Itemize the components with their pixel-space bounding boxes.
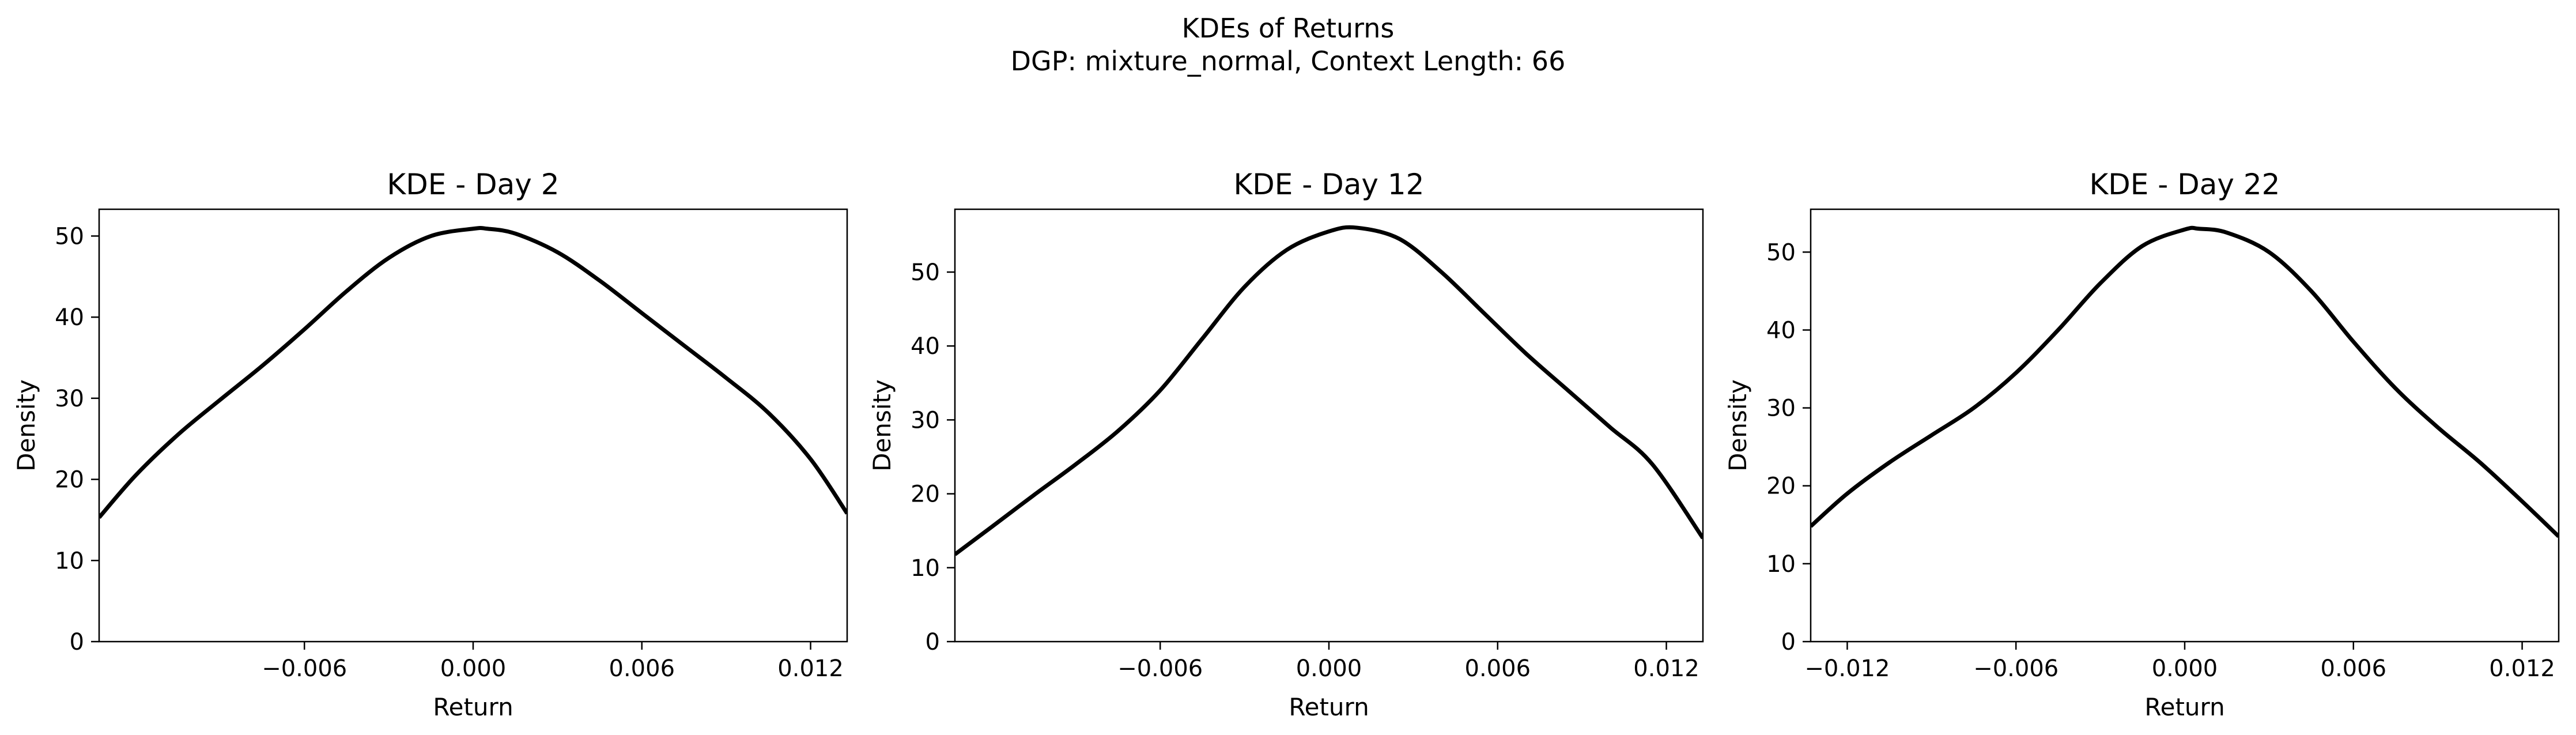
x-axis-label: Return <box>433 693 513 721</box>
x-tick-label: 0.006 <box>2321 655 2387 682</box>
y-tick-label: 10 <box>911 555 940 582</box>
subplot-title: KDE - Day 22 <box>2090 168 2280 201</box>
figure-title-line2: DGP: mixture_normal, Context Length: 66 <box>1011 46 1566 77</box>
subplot-day-12: −0.006 0.000 0.006 0.012 0 10 20 30 40 50 KDE - Da… <box>868 168 1704 721</box>
y-axis-label: Density <box>12 379 40 472</box>
x-tick-label: −0.012 <box>1804 655 1890 682</box>
x-axis-label: Return <box>2144 693 2224 721</box>
y-tick-label: 30 <box>55 386 84 412</box>
y-tick-label: 20 <box>55 467 84 493</box>
y-tick-label: 50 <box>911 259 940 286</box>
y-tick-label: 30 <box>1766 395 1796 422</box>
y-tick-label: 30 <box>911 407 940 434</box>
subplot-day-2: −0.006 0.000 0.006 0.012 0 10 20 30 40 50 KDE - Da… <box>12 168 848 721</box>
y-tick-label: 10 <box>1766 551 1796 578</box>
x-tick-label: 0.000 <box>1296 655 1362 682</box>
x-tick-label: 0.006 <box>1465 655 1531 682</box>
y-tick-label: 0 <box>1781 629 1796 655</box>
y-tick-label: 0 <box>926 629 940 655</box>
x-tick-label: −0.006 <box>262 655 347 682</box>
x-axis-label: Return <box>1289 693 1369 721</box>
y-tick-label: 20 <box>1766 473 1796 500</box>
x-tick-label: −0.006 <box>1117 655 1203 682</box>
x-tick-label: 0.000 <box>2152 655 2218 682</box>
y-axis-label: Density <box>868 379 896 472</box>
subplot-title: KDE - Day 12 <box>1234 168 1425 201</box>
kde-line-0 <box>99 225 847 519</box>
x-tick-label: −0.006 <box>1973 655 2058 682</box>
y-tick-label: 40 <box>911 333 940 360</box>
subplot-title: KDE - Day 2 <box>387 168 559 201</box>
y-axis-label: Density <box>1724 379 1752 472</box>
x-tick-label: 0.012 <box>777 655 844 682</box>
y-tick-label: 10 <box>55 548 84 574</box>
kde-line-0 <box>1811 225 2559 538</box>
y-tick-label: 50 <box>1766 239 1796 266</box>
y-tick-label: 40 <box>1766 317 1796 344</box>
x-tick-label: 0.000 <box>440 655 507 682</box>
y-tick-label: 40 <box>55 304 84 331</box>
kde-line-0 <box>955 225 1703 556</box>
y-tick-label: 20 <box>911 481 940 508</box>
subplot-day-22: −0.012 −0.006 0.000 0.006 0.012 0 10 20 30 40 50 KD… <box>1724 168 2560 721</box>
x-tick-label: 0.006 <box>609 655 675 682</box>
y-tick-label: 0 <box>70 629 84 655</box>
figure-title-line1: KDEs of Returns <box>1182 13 1395 44</box>
x-tick-label: 0.012 <box>2489 655 2555 682</box>
y-tick-label: 50 <box>55 223 84 250</box>
x-tick-label: 0.012 <box>1633 655 1699 682</box>
